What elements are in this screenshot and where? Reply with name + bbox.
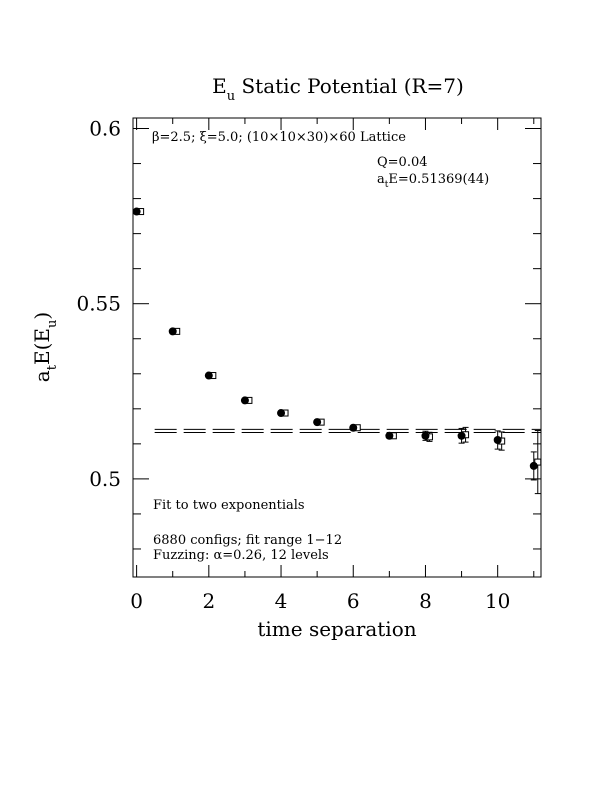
circle-point <box>349 423 358 432</box>
plot-frame <box>132 117 542 578</box>
data-points <box>132 207 542 495</box>
x-tick-label: 2 <box>202 589 215 613</box>
circle-point <box>277 409 286 418</box>
y-label-u: u <box>45 320 60 328</box>
x-tick-label: 8 <box>419 589 432 613</box>
title-subscript: u <box>227 89 235 104</box>
x-tick-label: 10 <box>485 589 510 613</box>
fit-lines <box>154 428 541 433</box>
title-rest: Static Potential (R=7) <box>235 74 464 98</box>
energy-t: t <box>385 180 389 190</box>
x-axis-label: time separation <box>257 617 416 641</box>
circle-point <box>385 431 394 440</box>
y-tick-labels: 0.5 0.55 0.6 <box>76 117 121 491</box>
energy-a: a <box>377 172 385 187</box>
circle-point <box>132 207 141 216</box>
fit-note: Fit to two exponentials <box>153 498 305 513</box>
x-tick-label: 4 <box>275 589 288 613</box>
circle-point <box>493 436 502 445</box>
energy-rest: E=0.51369(44) <box>388 172 489 187</box>
x-tick-label: 6 <box>347 589 360 613</box>
y-tick-label: 0.6 <box>89 117 121 141</box>
x-tick-label: 0 <box>130 589 143 613</box>
circle-point <box>240 396 249 405</box>
q-annotation: Q=0.04 <box>377 155 428 170</box>
y-label-E: E(E <box>30 328 54 365</box>
circle-point <box>313 418 322 427</box>
energy-annotation: atE=0.51369(44) <box>377 172 489 190</box>
lattice-annotation: β=2.5; ξ=5.0; (10×10×30)×60 Lattice <box>152 130 406 145</box>
y-label-a: a <box>30 370 54 382</box>
y-label-close: ) <box>30 312 54 320</box>
circle-point <box>168 327 177 336</box>
axis-ticks <box>133 118 541 577</box>
y-tick-label: 0.5 <box>89 467 121 491</box>
chart-title: Eu Static Potential (R=7) <box>212 74 464 104</box>
fuzzing-note: Fuzzing: α=0.26, 12 levels <box>153 548 329 563</box>
y-axis-label: atE(Eu) <box>30 312 60 382</box>
x-tick-labels: 0 2 4 6 8 10 <box>130 589 510 613</box>
circle-point <box>421 431 430 440</box>
y-label-t: t <box>45 364 60 370</box>
y-tick-label: 0.55 <box>76 292 121 316</box>
circle-point <box>204 371 213 380</box>
circle-point <box>529 461 538 470</box>
configs-note: 6880 configs; fit range 1−12 <box>153 533 342 548</box>
circle-point <box>457 431 466 440</box>
title-main: E <box>212 74 227 98</box>
